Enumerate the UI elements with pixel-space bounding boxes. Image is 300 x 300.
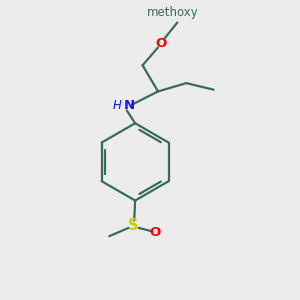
Text: H: H — [113, 99, 122, 112]
Text: O: O — [149, 226, 161, 239]
Text: N: N — [124, 99, 135, 112]
Text: O: O — [155, 38, 167, 50]
Text: methoxy: methoxy — [147, 6, 199, 19]
Text: S: S — [128, 218, 139, 233]
